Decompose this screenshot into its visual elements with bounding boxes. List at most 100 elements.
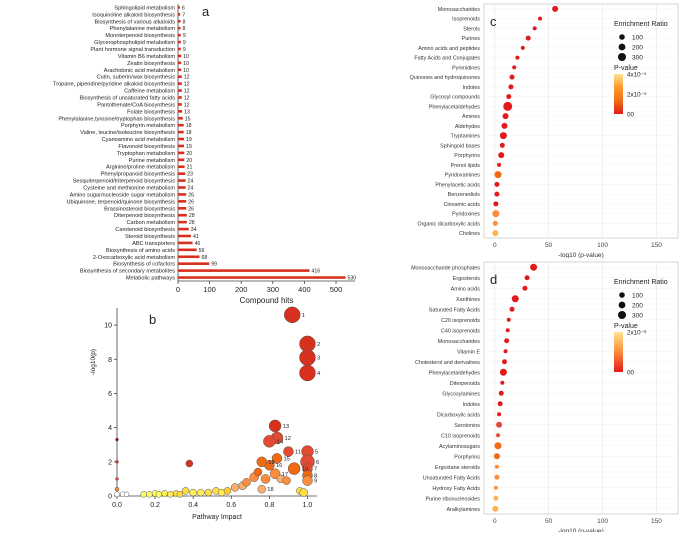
legend-size-label: 200	[632, 303, 643, 310]
bar	[178, 110, 183, 113]
bar-value-label: 28	[189, 220, 195, 226]
bar-value-label: 46	[195, 241, 201, 247]
point-label: 1	[302, 313, 305, 319]
bar-category-label: Arginine/proline metabolism	[106, 165, 175, 171]
bar-value-label: 26	[188, 192, 194, 198]
bar-category-label: Biosynthesis of secondary metabolites	[80, 269, 175, 275]
category-label: Fatty Acids and Conjugates	[414, 56, 480, 62]
scatter-point	[189, 488, 197, 497]
point-label: 10	[302, 467, 308, 473]
category-label: Phenylacetic acids	[435, 182, 480, 188]
enrichment-point	[504, 338, 510, 344]
bar-category-label: Porphyrin metabolism	[121, 123, 175, 129]
bar-value-label: 12	[184, 95, 190, 101]
enrichment-point	[494, 474, 500, 480]
x-tick-label: 500	[330, 285, 343, 294]
colorbar-label: 2x10⁻⁶	[627, 330, 647, 337]
enrichment-point	[498, 390, 504, 396]
bar-category-label: ABC transporters	[132, 241, 175, 247]
panel-c: 0 50 100 150 Monosaccharides Isoprenoids Stero…	[378, 0, 685, 259]
bar-category-label: Phenylalanine,tyrosine/tryptophan biosyn…	[58, 116, 175, 122]
bar	[178, 116, 183, 120]
category-label: Monosaccharides	[438, 7, 481, 13]
enrichment-point	[532, 26, 537, 31]
bar	[178, 193, 187, 196]
bar-category-label: Metabolic pathways	[126, 276, 175, 282]
bar	[178, 6, 180, 9]
point-label: 14	[277, 439, 284, 445]
scatter-point	[271, 453, 283, 464]
bar-value-label: 41	[193, 234, 199, 240]
x-tick-label: 0.8	[265, 502, 275, 509]
enrichment-point	[552, 5, 559, 12]
scatter-point	[287, 462, 301, 475]
enrichment-point	[511, 295, 519, 303]
x-axis-title: Pathway Impact	[192, 514, 242, 521]
y-tick-label: 2	[108, 459, 112, 466]
bar-category-label: Steroid biosynthesis	[125, 234, 175, 240]
bar	[178, 220, 187, 224]
bar	[178, 158, 185, 162]
legend-size-label: 100	[632, 35, 643, 42]
bar-value-label: 10	[183, 61, 189, 67]
x-tick-label: 150	[651, 518, 662, 525]
x-tick-label: 0.0	[112, 502, 122, 509]
x-axis-title: Compound hits	[240, 296, 294, 305]
x-tick-label: 100	[203, 285, 216, 294]
bar-value-label: 530	[348, 276, 357, 282]
bar	[178, 186, 186, 189]
x-tick-label: 0	[176, 285, 180, 294]
colorbar-title: P-value	[614, 323, 638, 330]
bar	[178, 255, 200, 259]
bar	[178, 165, 185, 169]
category-label: Aldehydes	[455, 124, 480, 130]
bar	[178, 213, 187, 217]
x-tick-label: 0	[493, 518, 497, 525]
point-label: 15	[284, 456, 290, 462]
category-label: Indoles	[463, 85, 481, 91]
colorbar-label: 4x10⁻⁵	[627, 72, 647, 79]
bar-category-label: Sphingolipid metabolism	[114, 5, 175, 11]
category-label: Cholines	[459, 231, 480, 237]
x-tick-label: 50	[545, 518, 553, 525]
bar-category-label: Biosynthesis of unsaturated fatty acids	[80, 95, 176, 101]
enrichment-point	[492, 210, 500, 218]
bar	[178, 75, 182, 79]
enrichment-point	[530, 263, 538, 271]
point-label: 19	[268, 460, 274, 466]
enrichment-point	[538, 16, 543, 21]
bar-value-label: 8	[183, 19, 186, 25]
point-label: 11	[295, 450, 301, 456]
bar	[178, 206, 187, 210]
scatter-point	[167, 491, 174, 498]
bar-category-label: Phenylalanine metabolism	[110, 26, 176, 32]
bar-category-label: Cyanoamino acid metabolism	[102, 137, 176, 143]
x-axis-title: -log10 (p-value)	[558, 252, 604, 258]
category-label: Purine ribonucleosides	[425, 496, 480, 502]
bar	[178, 200, 187, 203]
enrichment-point	[498, 152, 505, 159]
bar-category-label: Arachidonic acid metabolism	[104, 68, 176, 74]
x-axis-title: -log10 (p-value)	[558, 528, 604, 532]
bar-value-label: 18	[186, 130, 192, 136]
category-label: Acylaminosugars	[439, 444, 480, 450]
category-label: Hydroxy Fatty Acids	[432, 486, 480, 492]
scatter-point	[181, 487, 190, 495]
enrichment-point	[494, 442, 502, 450]
plot-frame	[483, 3, 679, 239]
category-label: Porphyrins	[454, 153, 480, 159]
bar-chart-compound-hits: Sphingolipid metabolism 6 Isoquinoline alk…	[53, 4, 357, 305]
category-label: Sterols	[463, 26, 480, 32]
bar-category-label: Caffeine metabolism	[124, 89, 175, 95]
colorbar	[614, 74, 623, 114]
enrichment-point	[497, 401, 503, 407]
bar-category-label: Diterpenoid biosynthesis	[114, 213, 175, 219]
colorbar-label: 2x10⁻⁵	[627, 92, 647, 99]
scatter-point	[299, 488, 308, 497]
category-label: Phenylacetaldehydes	[429, 370, 481, 376]
bar-category-label: Tropane, piperidine/pyridine alkaloid bi…	[53, 82, 175, 88]
enrichment-point	[492, 220, 498, 226]
point-label: 5	[315, 450, 318, 456]
x-tick-label: 0.4	[188, 502, 198, 509]
bar	[178, 47, 181, 51]
